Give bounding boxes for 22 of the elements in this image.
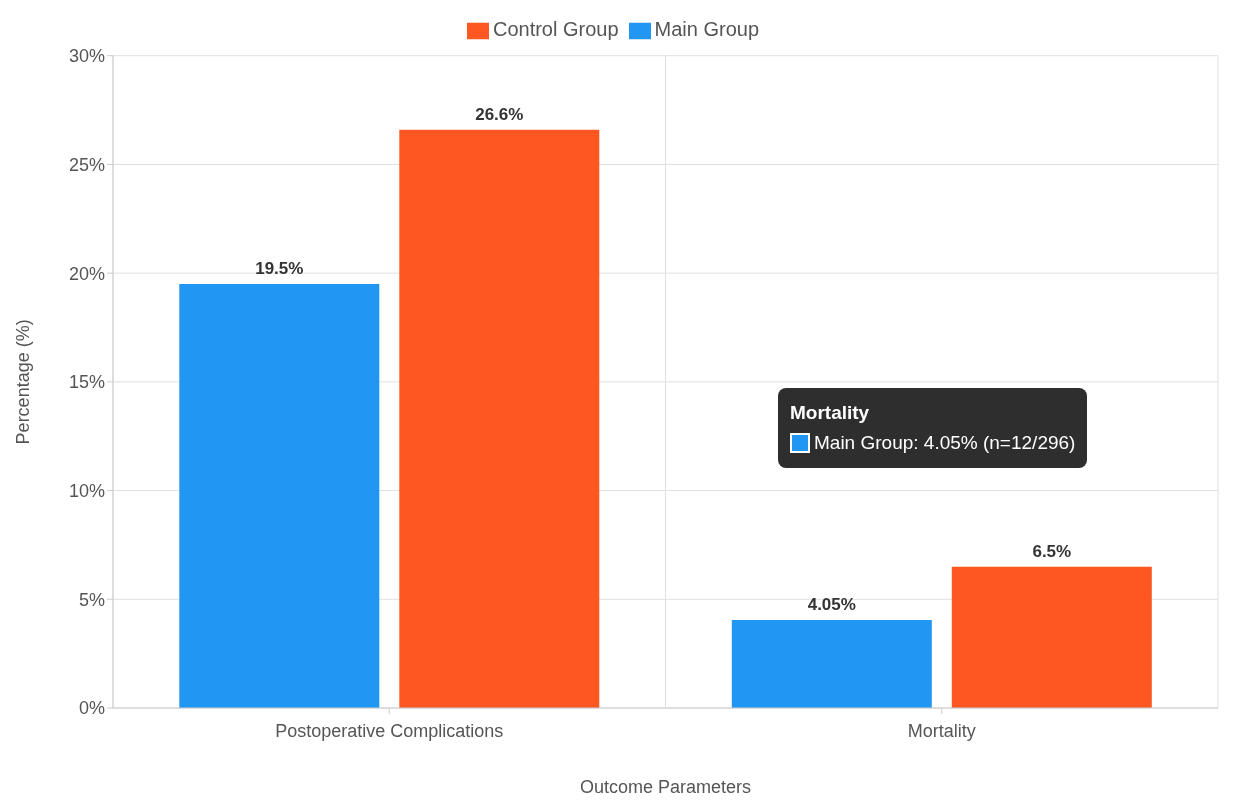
annotation: Main Group: 4.05% (n=12/296) — [814, 431, 1076, 455]
bar — [731, 619, 932, 708]
y-tick-label: 5% — [78, 589, 105, 610]
y-tick-label: 10% — [68, 480, 105, 501]
annotation: Mortality — [790, 401, 871, 425]
y-tick-label: 15% — [68, 372, 105, 393]
data-label: 6.5% — [1032, 541, 1072, 561]
x-tick-label: Postoperative Complications — [275, 720, 504, 741]
legend-label: Control Group — [492, 18, 619, 40]
data-label: 26.6% — [475, 104, 524, 124]
bar — [951, 566, 1152, 708]
data-label: 19.5% — [255, 259, 304, 279]
x-axis-title: Outcome Parameters — [579, 777, 752, 797]
bar — [179, 284, 380, 708]
y-tick-label: 25% — [68, 154, 105, 175]
y-tick-label: 0% — [78, 698, 105, 719]
bar — [399, 129, 600, 708]
y-axis-title: Percentage (%) — [13, 319, 34, 445]
y-tick-label: 30% — [68, 46, 105, 67]
y-tick-label: 20% — [68, 263, 105, 284]
legend-label: Main Group — [654, 18, 760, 40]
data-label: 4.05% — [807, 594, 856, 614]
